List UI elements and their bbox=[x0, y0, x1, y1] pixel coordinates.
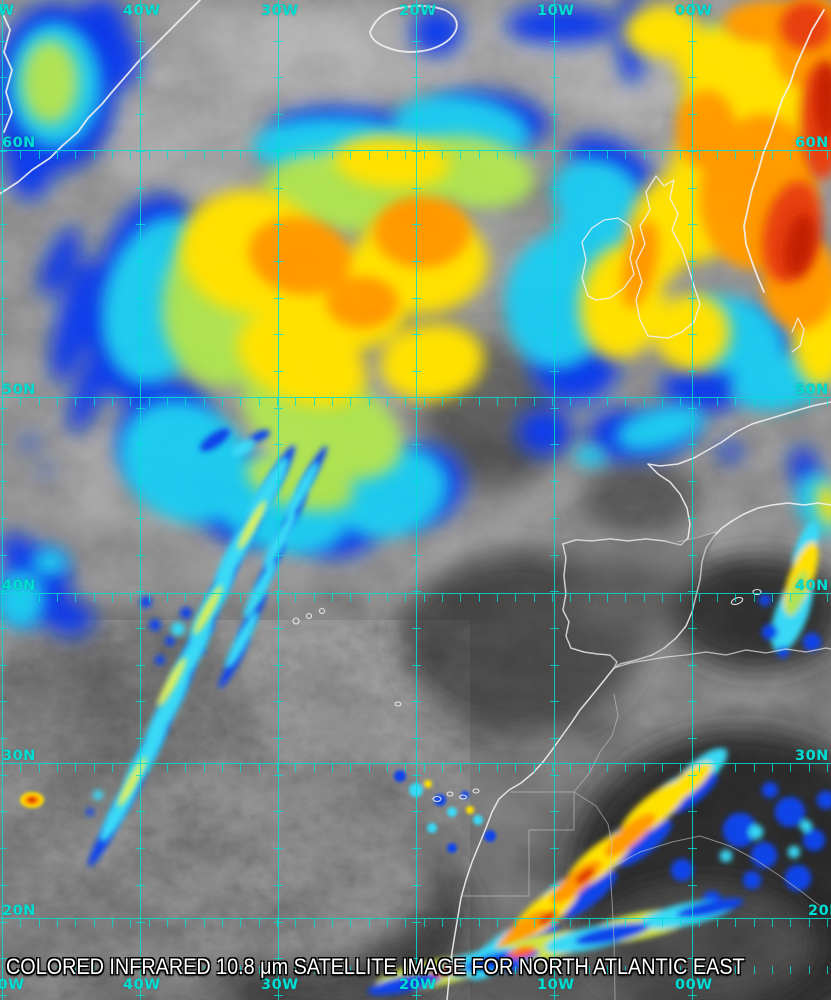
island-canary-1 bbox=[432, 795, 442, 803]
coast-norway bbox=[743, 9, 825, 293]
island-madeira bbox=[394, 701, 402, 707]
coast-ireland bbox=[581, 217, 635, 301]
border-morocco-algeria bbox=[573, 693, 619, 1000]
coast-greenland bbox=[0, 0, 201, 195]
coast-iceland bbox=[369, 5, 458, 53]
border-west-sahara bbox=[461, 791, 575, 897]
coast-morocco-atlantic bbox=[446, 667, 615, 1000]
coast-denmark bbox=[791, 317, 805, 353]
island-azores-1 bbox=[292, 617, 300, 625]
island-canary-3 bbox=[458, 794, 468, 800]
border-iberia-fill bbox=[563, 532, 716, 668]
island-balearic-2 bbox=[752, 588, 762, 596]
island-canary-2 bbox=[446, 791, 454, 797]
caption-line-title: COLORED INFRARED 10.8 μm SATELLITE IMAGE… bbox=[6, 953, 745, 979]
coast-africa-med bbox=[613, 647, 831, 669]
coast-greenland-west bbox=[1, 11, 13, 133]
coast-portugal bbox=[562, 543, 618, 669]
coast-spain-med bbox=[613, 502, 831, 669]
border-pyrenees bbox=[677, 531, 717, 543]
island-canary-4 bbox=[472, 788, 480, 794]
coast-britain bbox=[635, 175, 701, 339]
caption-block: COLORED INFRARED 10.8 μm SATELLITE IMAGE… bbox=[6, 911, 745, 1000]
border-algeria-mali bbox=[609, 835, 821, 907]
island-azores-3 bbox=[318, 607, 326, 615]
country-borders bbox=[461, 532, 821, 1000]
island-azores-2 bbox=[305, 612, 313, 620]
coast-france-channel bbox=[562, 401, 831, 546]
